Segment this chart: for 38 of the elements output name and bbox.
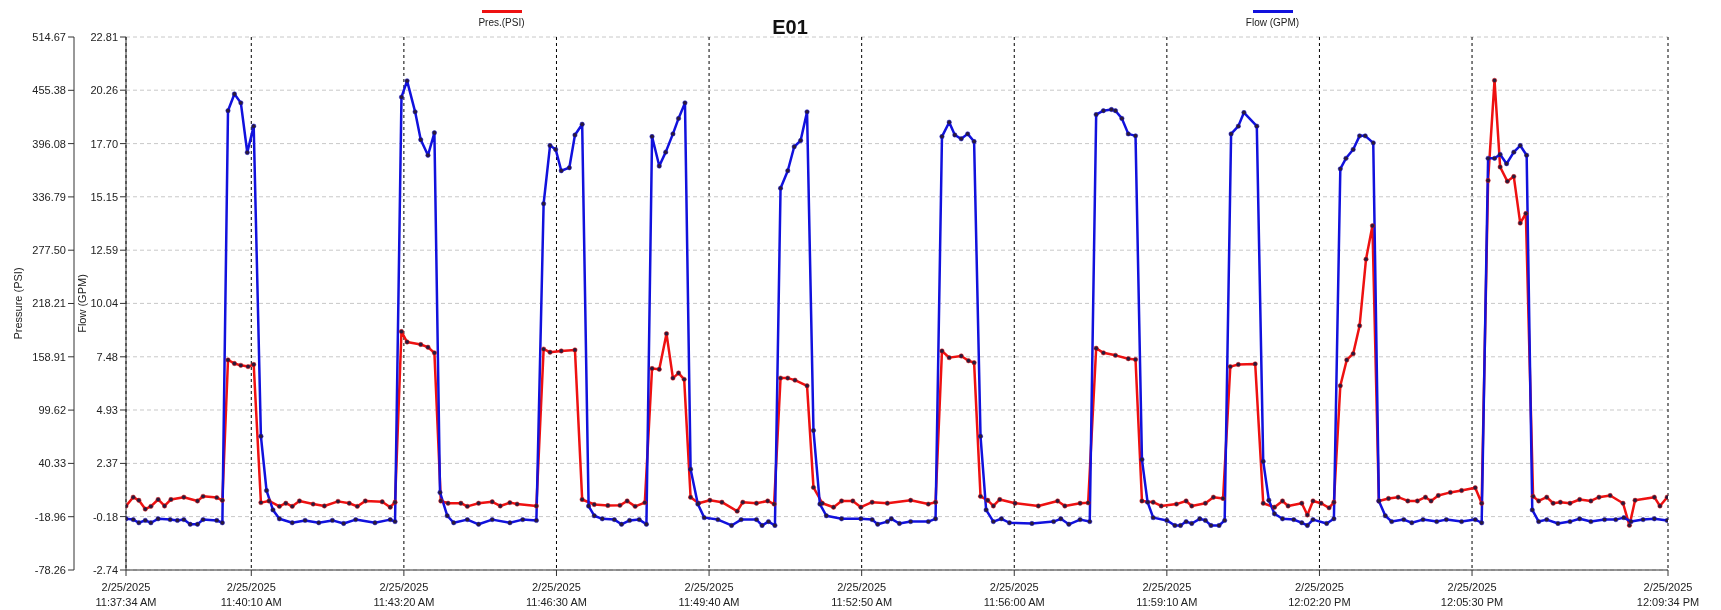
y2-tick-label: 336.79 (32, 190, 66, 203)
x-tick-label: 2/25/2025 11:43:20 AM (373, 580, 435, 608)
y2-tick-label: -78.26 (34, 563, 66, 576)
y2-tick-label: 277.50 (32, 244, 66, 257)
x-tick-label: 2/25/2025 11:56:00 AM (983, 580, 1045, 608)
chart-title: E01 (772, 16, 808, 38)
y2-tick-label: 514.67 (32, 30, 66, 43)
x-tick-label: 2/25/2025 11:37:34 AM (95, 580, 157, 608)
x-tick-label: 2/25/2025 11:52:50 AM (831, 580, 893, 608)
x-tick-label: 2/25/2025 12:05:30 PM (1440, 580, 1504, 608)
y-tick-label: 15.15 (90, 190, 118, 203)
y-tick-label: -0.18 (92, 510, 118, 523)
y-tick-label: 20.26 (90, 84, 118, 97)
y2-axis-title: Pressure (PSI) (11, 267, 24, 340)
y-tick-label: 10.04 (90, 297, 118, 310)
y2-tick-label: 99.62 (38, 404, 66, 416)
y-tick-label: 12.59 (90, 244, 118, 257)
y-tick-label: 22.81 (90, 30, 118, 43)
y2-tick-label: 396.08 (32, 137, 66, 150)
x-tick-label: 2/25/2025 11:40:10 AM (220, 580, 282, 608)
y-tick-label: -2.74 (92, 563, 118, 576)
legend-label: Flow (GPM) (1244, 17, 1301, 28)
x-tick-label: 2/25/2025 12:02:20 PM (1288, 580, 1351, 608)
y-tick-label: 4.93 (96, 403, 118, 416)
y-tick-label: 17.70 (90, 137, 118, 150)
y-tick-label: 7.48 (96, 350, 118, 363)
legend-label: Pres.(PSI) (477, 17, 526, 28)
x-tick-label: 2/25/2025 12:09:34 PM (1636, 580, 1700, 608)
y2-tick-label: -18.96 (34, 510, 66, 523)
x-tick-label: 2/25/2025 11:59:10 AM (1136, 580, 1198, 608)
x-tick-label: 2/25/2025 11:46:30 AM (526, 580, 587, 608)
x-tick-label: 2/25/2025 11:49:40 AM (678, 580, 740, 608)
y2-tick-label: 158.91 (32, 350, 66, 363)
y2-tick-label: 218.21 (32, 297, 66, 310)
y-axis-title: Flow (GPM) (75, 274, 88, 333)
y2-tick-label: 455.38 (32, 84, 66, 97)
y2-tick-label: 40.33 (38, 457, 66, 470)
y-tick-label: 2.37 (96, 457, 118, 470)
